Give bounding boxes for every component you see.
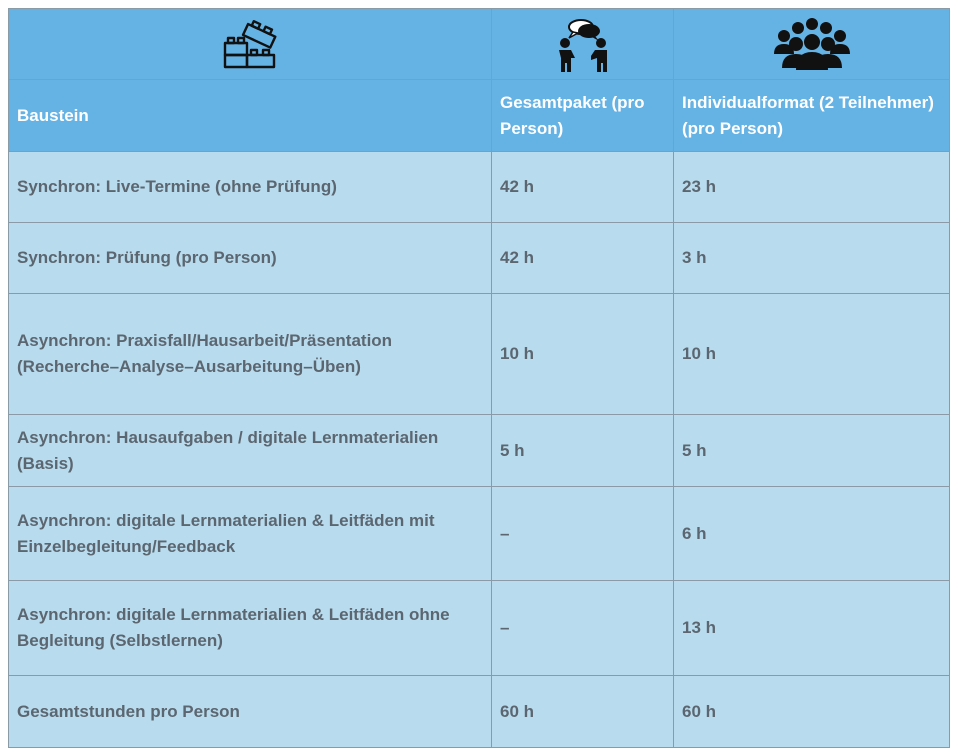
cell-individual: 3 h — [673, 222, 950, 294]
cell-baustein: Asynchron: Hausaufgaben / digitale Lernm… — [8, 414, 492, 487]
cell-baustein: Asynchron: digitale Lernmaterialien & Le… — [8, 580, 492, 676]
cell-gesamtpaket: 10 h — [491, 293, 674, 415]
hours-table: Baustein Gesamtpaket (pro Person) Indivi… — [8, 8, 950, 748]
table-row: Synchron: Live-Termine (ohne Prüfung) 42… — [8, 151, 950, 223]
header-row: Baustein Gesamtpaket (pro Person) Indivi… — [8, 79, 950, 152]
column-header-gesamtpaket: Gesamtpaket (pro Person) — [491, 79, 674, 152]
cell-gesamtpaket: – — [491, 580, 674, 676]
lego-bricks-icon — [223, 19, 277, 69]
cell-gesamtpaket: 60 h — [491, 675, 674, 748]
cell-baustein: Asynchron: digitale Lernmaterialien & Le… — [8, 486, 492, 581]
table-row: Asynchron: digitale Lernmaterialien & Le… — [8, 486, 950, 581]
cell-individual: 10 h — [673, 293, 950, 415]
cell-gesamtpaket: 42 h — [491, 222, 674, 294]
cell-gesamtpaket: 42 h — [491, 151, 674, 223]
two-people-talking-icon — [558, 19, 607, 72]
cell-baustein: Synchron: Live-Termine (ohne Prüfung) — [8, 151, 492, 223]
cell-individual: 23 h — [673, 151, 950, 223]
cell-individual: 13 h — [673, 580, 950, 676]
table-row-total: Gesamtstunden pro Person 60 h 60 h — [8, 675, 950, 748]
cell-gesamtpaket: 5 h — [491, 414, 674, 487]
cell-baustein: Synchron: Prüfung (pro Person) — [8, 222, 492, 294]
group-of-people-icon — [773, 18, 850, 70]
cell-baustein: Gesamtstunden pro Person — [8, 675, 492, 748]
icon-cell-individual — [673, 8, 950, 80]
cell-individual: 6 h — [673, 486, 950, 581]
cell-baustein: Asynchron: Praxisfall/Hausarbeit/Präsent… — [8, 293, 492, 415]
icon-cell-gesamtpaket — [491, 8, 674, 80]
column-header-baustein: Baustein — [8, 79, 492, 152]
cell-individual: 60 h — [673, 675, 950, 748]
icon-row — [8, 8, 950, 80]
table-row: Synchron: Prüfung (pro Person) 42 h 3 h — [8, 222, 950, 294]
cell-gesamtpaket: – — [491, 486, 674, 581]
column-header-individualformat: Individualformat (2 Teilnehmer) (pro Per… — [673, 79, 950, 152]
table-row: Asynchron: Hausaufgaben / digitale Lernm… — [8, 414, 950, 487]
icon-cell-baustein — [8, 8, 492, 80]
cell-individual: 5 h — [673, 414, 950, 487]
table-row: Asynchron: Praxisfall/Hausarbeit/Präsent… — [8, 293, 950, 415]
table-row: Asynchron: digitale Lernmaterialien & Le… — [8, 580, 950, 676]
